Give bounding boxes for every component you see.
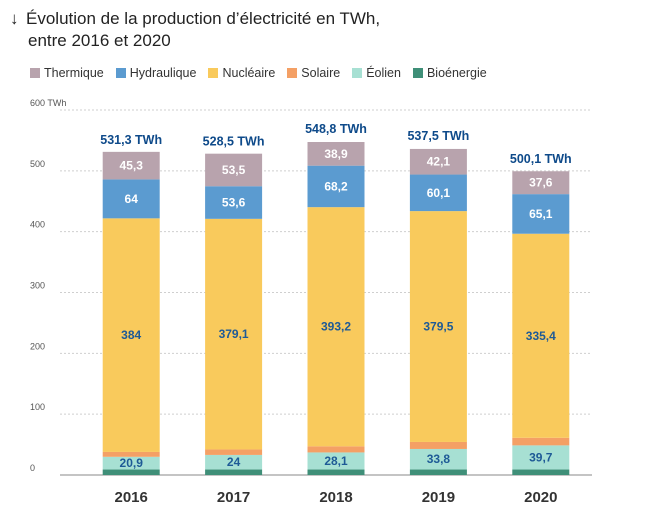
bar-segment [409, 211, 467, 442]
bar-segment [205, 218, 263, 450]
legend-item-eolien: Éolien [352, 66, 401, 80]
legend-label-bioenergie: Bioénergie [426, 66, 487, 80]
bar-segment [102, 151, 160, 180]
legend-swatch-hydraulique [115, 68, 126, 78]
x-tick-label: 2017 [217, 489, 250, 506]
bar-segment [102, 179, 160, 219]
bar-segment [512, 194, 570, 234]
bar-segment [102, 469, 160, 475]
total-label: 528,5 TWh [203, 134, 265, 148]
bar-segment [205, 454, 263, 470]
data-label: 42,1 [427, 155, 451, 169]
bar-segment [409, 174, 467, 212]
bar-segment [102, 456, 160, 470]
data-label: 39,7 [529, 450, 553, 464]
legend-swatch-solaire [287, 68, 298, 78]
x-tick-label: 2019 [422, 489, 455, 506]
bar-segment [512, 437, 570, 446]
bar-segment [102, 218, 160, 452]
y-tick-label: 100 [30, 402, 45, 412]
bar-segment [307, 469, 365, 475]
data-label: 28,1 [324, 454, 348, 468]
data-label: 24 [227, 455, 241, 469]
x-tick-label: 2020 [524, 489, 557, 506]
bar-segment [409, 469, 467, 475]
chart-title: ↓ Évolution de la production d’électricit… [10, 8, 380, 52]
bar-segment [307, 165, 365, 208]
bar-segment [205, 469, 263, 475]
bar-segment [205, 186, 263, 219]
data-label: 45,3 [120, 159, 144, 173]
data-label: 379,1 [219, 327, 249, 341]
total-label: 537,5 TWh [407, 129, 469, 143]
bar-segment [512, 233, 570, 438]
y-tick-label: 400 [30, 220, 45, 230]
bar-segment [409, 448, 467, 470]
total-label: 500,1 TWh [510, 152, 572, 166]
title-text-1: Évolution de la production d’électricité… [26, 9, 381, 28]
data-label: 20,9 [120, 456, 144, 470]
bar-segment [205, 153, 263, 187]
bar-segment [307, 141, 365, 166]
legend-label-thermique: Thermique [44, 66, 104, 80]
legend-item-hydraulique: Hydraulique [115, 66, 197, 80]
y-tick-label: 500 [30, 159, 45, 169]
data-label: 60,1 [427, 186, 451, 200]
bar-segment [409, 441, 467, 449]
bar-segment [307, 446, 365, 453]
total-label: 548,8 TWh [305, 122, 367, 136]
bar-segment [512, 469, 570, 475]
x-tick-label: 2016 [115, 489, 148, 506]
legend-item-solaire: Solaire [287, 66, 340, 80]
legend-label-solaire: Solaire [301, 66, 341, 80]
data-label: 384 [121, 328, 141, 342]
data-label: 379,5 [423, 320, 453, 334]
data-label: 64 [125, 192, 139, 206]
legend-swatch-eolien [352, 68, 363, 78]
legend-item-nucleaire: Nucléaire [208, 66, 275, 80]
legend-label-eolien: Éolien [366, 66, 401, 80]
bar-segment [307, 207, 365, 447]
data-label: 65,1 [529, 207, 553, 221]
down-arrow-icon: ↓ [10, 9, 19, 28]
data-label: 393,2 [321, 320, 351, 334]
bar-segment [512, 445, 570, 470]
bar-segment [205, 449, 263, 455]
total-label: 531,3 TWh [100, 133, 162, 147]
legend-label-nucleaire: Nucléaire [222, 66, 276, 80]
y-tick-label: 300 [30, 281, 45, 291]
bar-segment [102, 451, 160, 457]
legend-swatch-thermique [30, 68, 40, 78]
title-line-2: entre 2016 et 2020 [28, 31, 171, 50]
x-tick-label: 2018 [319, 489, 352, 506]
bar-segment [409, 148, 467, 175]
bar-segment [512, 171, 570, 195]
data-label: 37,6 [529, 176, 553, 190]
data-label: 33,8 [427, 452, 451, 466]
y-tick-label: 0 [30, 463, 35, 473]
legend-label-hydraulique: Hydraulique [129, 66, 197, 80]
y-tick-label: 200 [30, 341, 45, 351]
bar-segment [307, 452, 365, 470]
y-tick-label: 600 TWh [30, 98, 66, 108]
legend-item-bioenergie: Bioénergie [412, 66, 487, 80]
data-label: 53,6 [222, 196, 246, 210]
legend-swatch-nucleaire [208, 68, 219, 78]
legend-item-thermique: Thermique [30, 66, 104, 80]
title-line-1: ↓ Évolution de la production d’électricit… [10, 8, 380, 30]
legend-swatch-bioenergie [412, 68, 423, 78]
legend: Thermique Hydraulique Nucléaire Solaire … [30, 66, 499, 80]
data-label: 335,4 [526, 329, 556, 343]
data-label: 53,5 [222, 163, 246, 177]
data-label: 38,9 [324, 147, 348, 161]
data-label: 68,2 [324, 179, 348, 193]
